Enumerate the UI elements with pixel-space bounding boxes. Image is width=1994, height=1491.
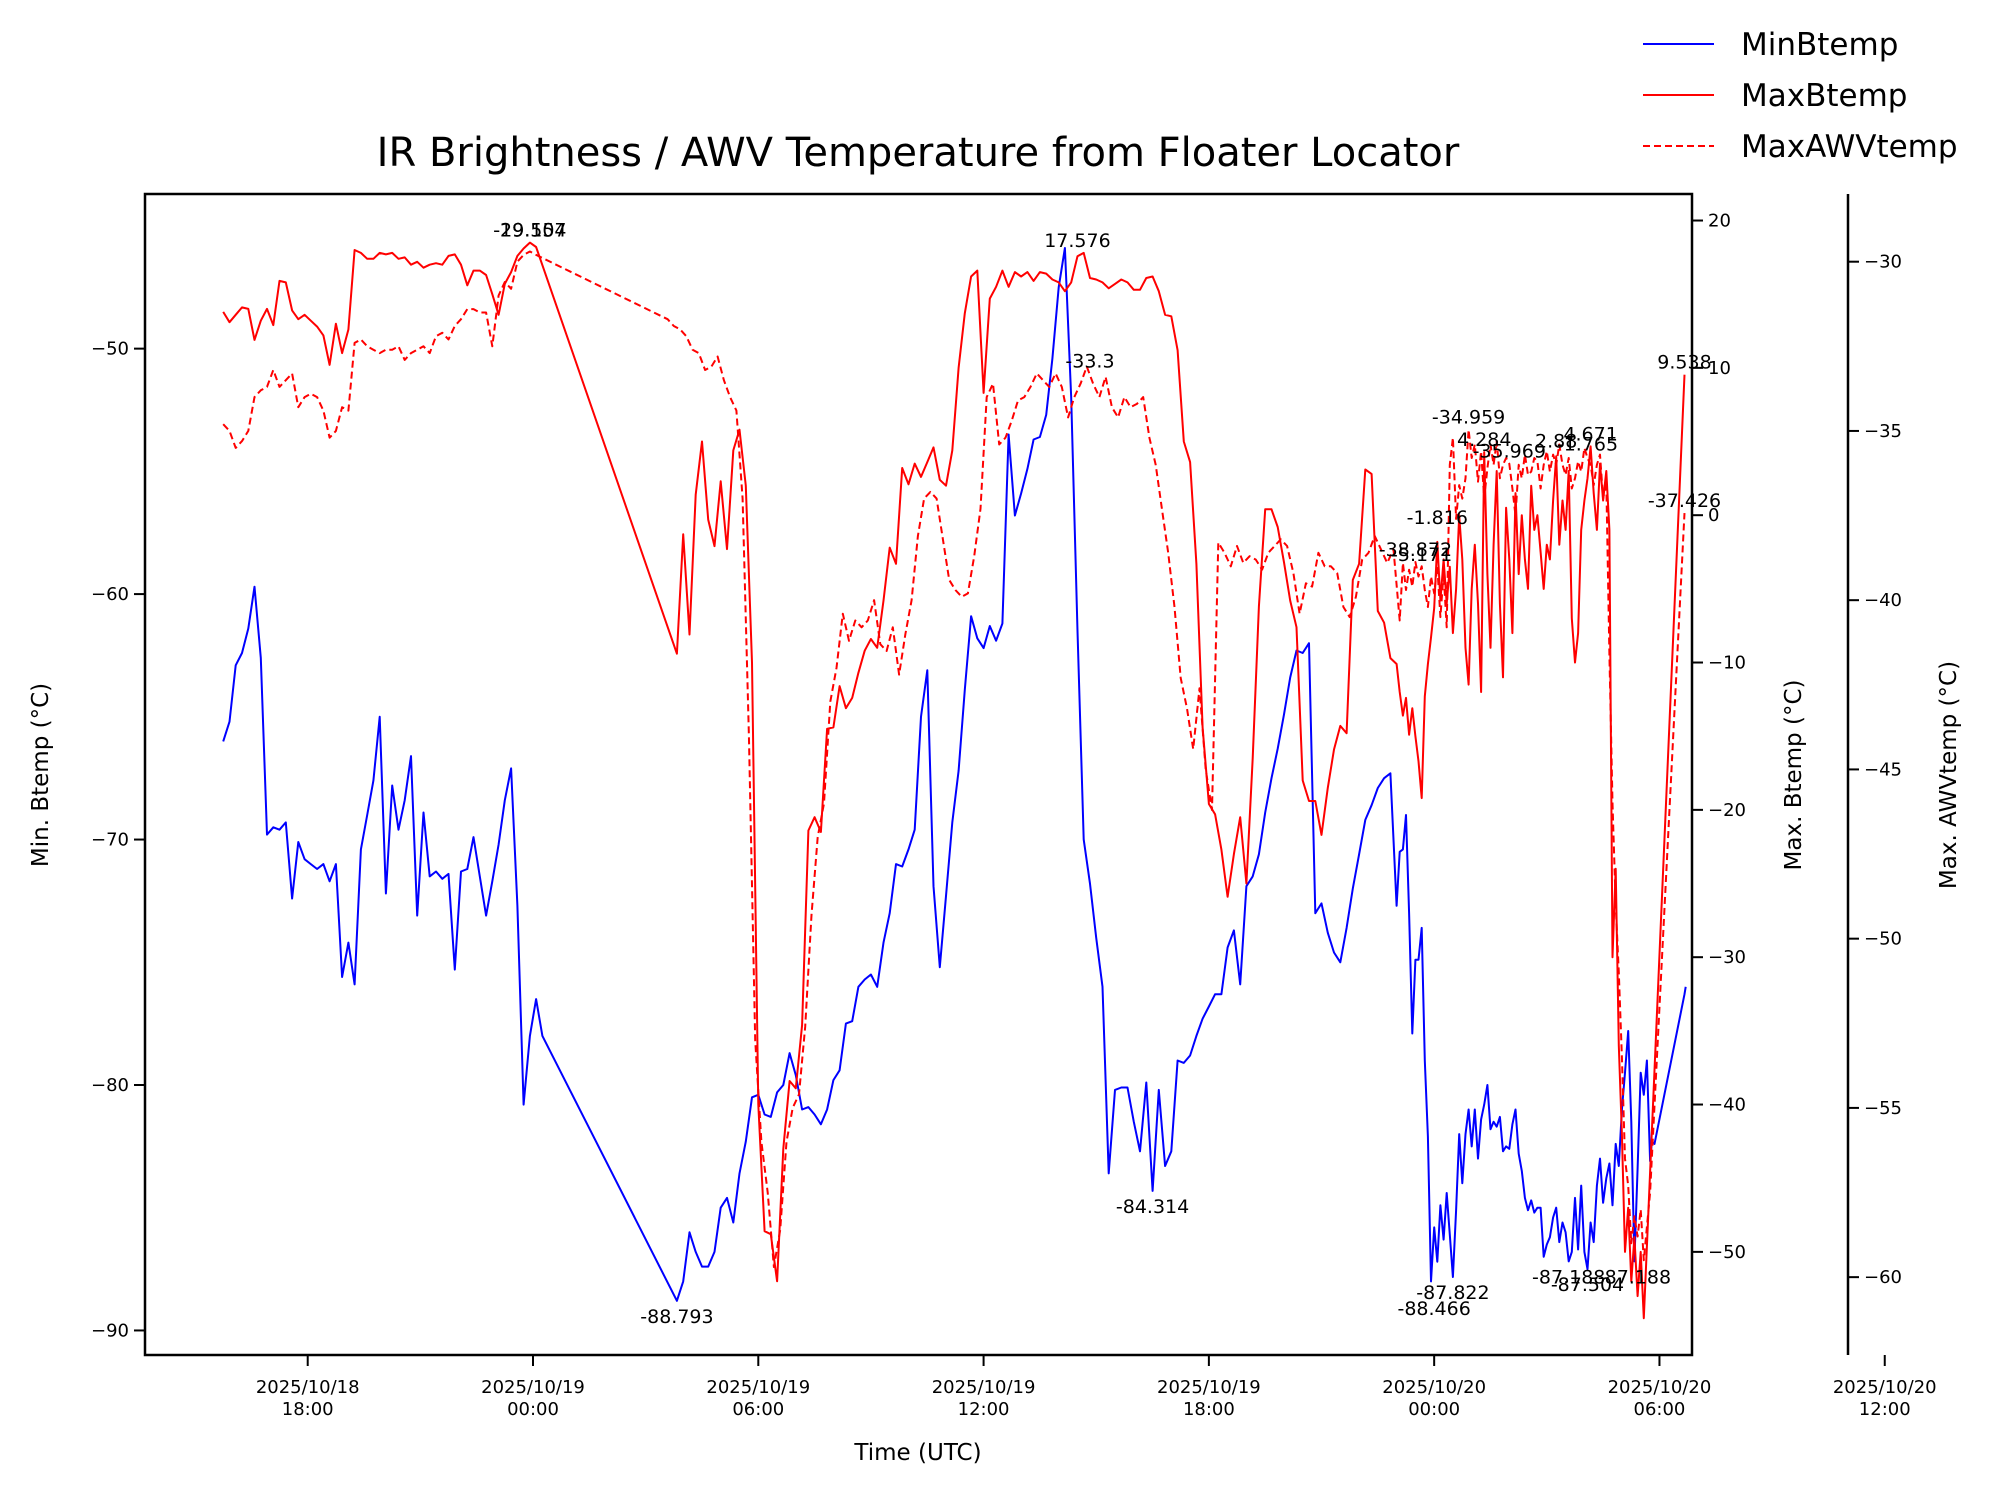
data-label: -1.816: [1407, 507, 1468, 529]
axes: 2025/10/18 18:00 2025/10/19 00:00 2025/10/19…: [91, 194, 1937, 1420]
right1-tick-label: −40: [1708, 1095, 1746, 1116]
data-label: -1.765: [1557, 433, 1618, 455]
right2-tick-label: −30: [1864, 252, 1902, 273]
data-label: -37.426: [1648, 490, 1721, 512]
right2-tick-label: −45: [1864, 759, 1902, 780]
x-tick-label: 2025/10/19 12:00: [932, 1377, 1036, 1420]
left-axis-label: Min. Btemp (°C): [28, 683, 54, 867]
right1-tick-label: 20: [1708, 211, 1731, 232]
right2-tick-label: −35: [1864, 421, 1902, 442]
x-tick-label: 2025/10/19 06:00: [706, 1377, 810, 1420]
data-label: 17.576: [1044, 230, 1110, 252]
left-tick-label: −80: [91, 1075, 129, 1096]
right2-axis-label: Max. AWVtemp (°C): [1936, 661, 1962, 889]
x-tick-label: 2025/10/20 12:00: [1833, 1377, 1937, 1420]
right2-tick-label: −55: [1864, 1098, 1902, 1119]
data-label: -87.188: [1598, 1266, 1671, 1288]
legend-label-MaxBtemp: MaxBtemp: [1741, 78, 1907, 114]
plot-frame: [143, 192, 1694, 1357]
left-tick-label: −50: [91, 339, 129, 360]
data-label: -19.104: [493, 220, 566, 242]
right1-tick-label: −20: [1708, 800, 1746, 821]
legend-label-MinBtemp: MinBtemp: [1741, 27, 1898, 63]
series-line-MaxBtemp: [222, 241, 1686, 1320]
data-label: -35.969: [1473, 441, 1546, 463]
left-tick-label: −60: [91, 584, 129, 605]
series-line-MaxAWVtemp: [222, 250, 1686, 1268]
data-label: 4.284: [1457, 429, 1511, 451]
data-label: -88.466: [1397, 1298, 1470, 1320]
left-tick-label: −70: [91, 830, 129, 851]
right2-tick-label: −50: [1864, 929, 1902, 950]
right1-tick-label: 0: [1708, 505, 1719, 526]
left-tick-label: −90: [91, 1320, 129, 1341]
right2-tick-label: −60: [1864, 1267, 1902, 1288]
data-label: -5.171: [1391, 544, 1452, 566]
right1-tick-label: −30: [1708, 947, 1746, 968]
data-label: -88.793: [640, 1306, 713, 1328]
data-label: -34.959: [1432, 407, 1505, 429]
x-tick-label: 2025/10/19 18:00: [1157, 1377, 1261, 1420]
x-tick-label: 2025/10/18 18:00: [256, 1377, 360, 1420]
legend-label-MaxAWVtemp: MaxAWVtemp: [1741, 129, 1958, 165]
data-label: -87.504: [1551, 1274, 1624, 1296]
x-tick-label: 2025/10/19 00:00: [481, 1377, 585, 1420]
right1-tick-label: −10: [1708, 653, 1746, 674]
data-label: -87.822: [1416, 1282, 1489, 1304]
data-label: -84.314: [1116, 1196, 1189, 1218]
data-label: -87.188: [1532, 1266, 1605, 1288]
series-layer: [222, 241, 1687, 1320]
chart-title: IR Brightness / AWV Temperature from Flo…: [377, 130, 1460, 176]
data-label: -38.872: [1379, 539, 1452, 561]
series-line-MinBtemp: [222, 247, 1687, 1302]
data-label: -29.557: [493, 220, 566, 242]
right1-axis-label: Max. Btemp (°C): [1781, 680, 1807, 871]
x-tick-label: 2025/10/20 06:00: [1608, 1377, 1712, 1420]
data-label: 9.538: [1657, 352, 1711, 374]
right2-tick-label: −40: [1864, 590, 1902, 611]
data-label: 4.671: [1563, 423, 1617, 445]
right1-tick-label: 10: [1708, 358, 1731, 379]
right1-tick-label: −50: [1708, 1242, 1746, 1263]
data-label: 2.88: [1535, 430, 1577, 452]
data-label: -33.3: [1065, 350, 1114, 372]
x-tick-label: 2025/10/20 00:00: [1382, 1377, 1486, 1420]
annotation-layer: -88.793 -84.314 -88.466-87.822 -87.188-87.5…: [493, 220, 1721, 1328]
x-axis-label: Time (UTC): [853, 1440, 981, 1466]
legend: MinBtemp MaxBtemp MaxAWVtemp: [1643, 27, 1958, 165]
